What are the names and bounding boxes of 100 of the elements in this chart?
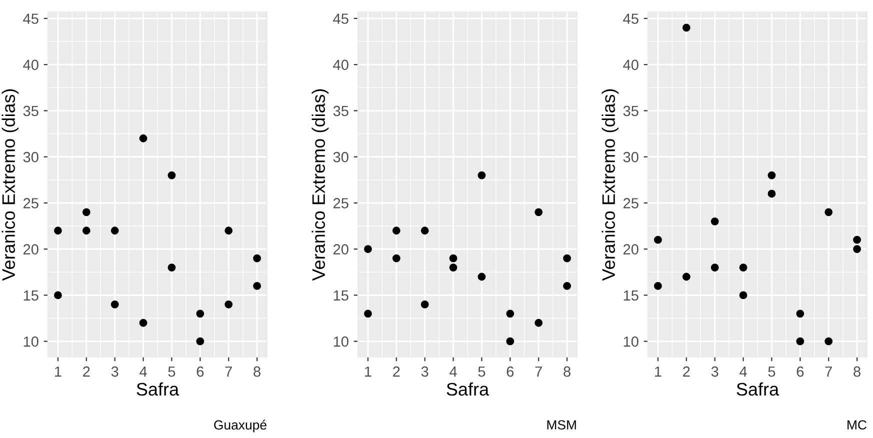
point xyxy=(853,236,861,244)
point xyxy=(796,337,804,346)
point xyxy=(534,318,543,327)
x-axis-title: Safra xyxy=(736,382,780,396)
x-tick-label: 4 xyxy=(140,366,147,377)
x-tick-label: 8 xyxy=(564,366,570,377)
y-tick-label: 20 xyxy=(623,244,638,254)
point xyxy=(364,310,372,318)
point xyxy=(824,208,833,216)
y-tick-label: 15 xyxy=(624,290,638,301)
y-tick-label: 30 xyxy=(333,152,348,162)
y-axis-title: Veranico Extremo (dias) xyxy=(602,89,619,281)
point xyxy=(253,282,261,290)
point xyxy=(168,171,176,180)
point xyxy=(364,245,372,254)
y-tick-label: 45 xyxy=(333,14,348,24)
y-tick-label: 25 xyxy=(623,198,638,208)
point xyxy=(796,310,804,318)
point xyxy=(196,337,204,346)
text: Guaxupé xyxy=(214,420,266,432)
x-axis-title: Safra xyxy=(446,382,490,396)
point xyxy=(224,300,233,308)
point xyxy=(768,171,776,180)
point xyxy=(710,264,719,272)
x-tick-label: 3 xyxy=(421,366,428,377)
y-tick-label: 25 xyxy=(333,198,348,208)
point xyxy=(710,217,719,226)
y-tick-label: 10 xyxy=(334,336,348,347)
text: MSM xyxy=(547,420,576,430)
y-tick-label: 35 xyxy=(623,106,638,116)
point xyxy=(824,337,833,346)
x-tick-label: 7 xyxy=(535,366,542,377)
x-tick-label: 7 xyxy=(825,366,832,377)
point xyxy=(534,208,543,216)
y-tick-label: 30 xyxy=(623,152,638,162)
x-tick-label: 6 xyxy=(506,366,514,377)
point xyxy=(654,282,662,290)
point xyxy=(478,171,486,180)
y-tick-label: 10 xyxy=(24,336,38,347)
point xyxy=(139,318,148,327)
point xyxy=(110,226,119,235)
x-tick-label: 3 xyxy=(111,366,118,377)
x-tick-label: 6 xyxy=(796,366,804,377)
point xyxy=(420,300,429,308)
point xyxy=(478,272,486,281)
x-tick-label: 4 xyxy=(450,366,457,377)
y-tick-label: 40 xyxy=(23,60,38,70)
point xyxy=(768,190,776,198)
x-tick-label: 8 xyxy=(854,366,860,377)
y-tick-label: 25 xyxy=(23,198,38,208)
point xyxy=(168,264,176,272)
x-tick-label: 2 xyxy=(393,366,400,377)
point xyxy=(563,254,571,262)
point xyxy=(54,291,62,300)
point xyxy=(196,310,204,318)
point xyxy=(392,226,400,235)
point xyxy=(54,226,62,235)
point xyxy=(139,134,148,142)
point xyxy=(253,254,261,262)
point xyxy=(449,264,458,272)
x-tick-label: 7 xyxy=(225,366,232,377)
text: MC xyxy=(848,420,866,430)
y-tick-label: 30 xyxy=(23,152,38,162)
x-tick-label: 8 xyxy=(254,366,260,377)
point xyxy=(506,310,514,318)
x-tick-label: 2 xyxy=(683,366,690,377)
x-tick-label: 1 xyxy=(55,366,62,377)
y-tick-label: 15 xyxy=(24,290,38,301)
y-tick-label: 35 xyxy=(23,106,38,116)
x-tick-label: 6 xyxy=(196,366,204,377)
point xyxy=(420,226,429,235)
x-axis-title: Safra xyxy=(136,382,180,396)
y-tick-label: 10 xyxy=(624,336,638,347)
y-tick-label: 40 xyxy=(333,60,348,70)
point xyxy=(224,226,233,235)
point xyxy=(682,24,690,32)
point xyxy=(739,291,748,300)
point xyxy=(392,254,400,262)
point xyxy=(654,236,662,244)
x-tick-label: 2 xyxy=(83,366,90,377)
point xyxy=(82,226,90,235)
point xyxy=(853,245,861,254)
y-tick-label: 15 xyxy=(334,290,348,301)
y-tick-label: 40 xyxy=(623,60,638,70)
point xyxy=(449,254,458,262)
point xyxy=(110,300,119,308)
y-tick-label: 45 xyxy=(623,14,638,24)
y-axis-title: Veranico Extremo (dias) xyxy=(312,89,329,281)
point xyxy=(563,282,571,290)
y-tick-label: 20 xyxy=(333,244,348,254)
point xyxy=(506,337,514,346)
y-axis-title: Veranico Extremo (dias) xyxy=(2,89,19,281)
point xyxy=(82,208,90,216)
y-tick-label: 35 xyxy=(333,106,348,116)
x-tick-label: 1 xyxy=(655,366,662,377)
x-tick-label: 5 xyxy=(768,366,776,377)
point xyxy=(682,272,690,281)
point xyxy=(739,264,748,272)
x-tick-label: 3 xyxy=(711,366,718,377)
x-tick-label: 4 xyxy=(740,366,747,377)
